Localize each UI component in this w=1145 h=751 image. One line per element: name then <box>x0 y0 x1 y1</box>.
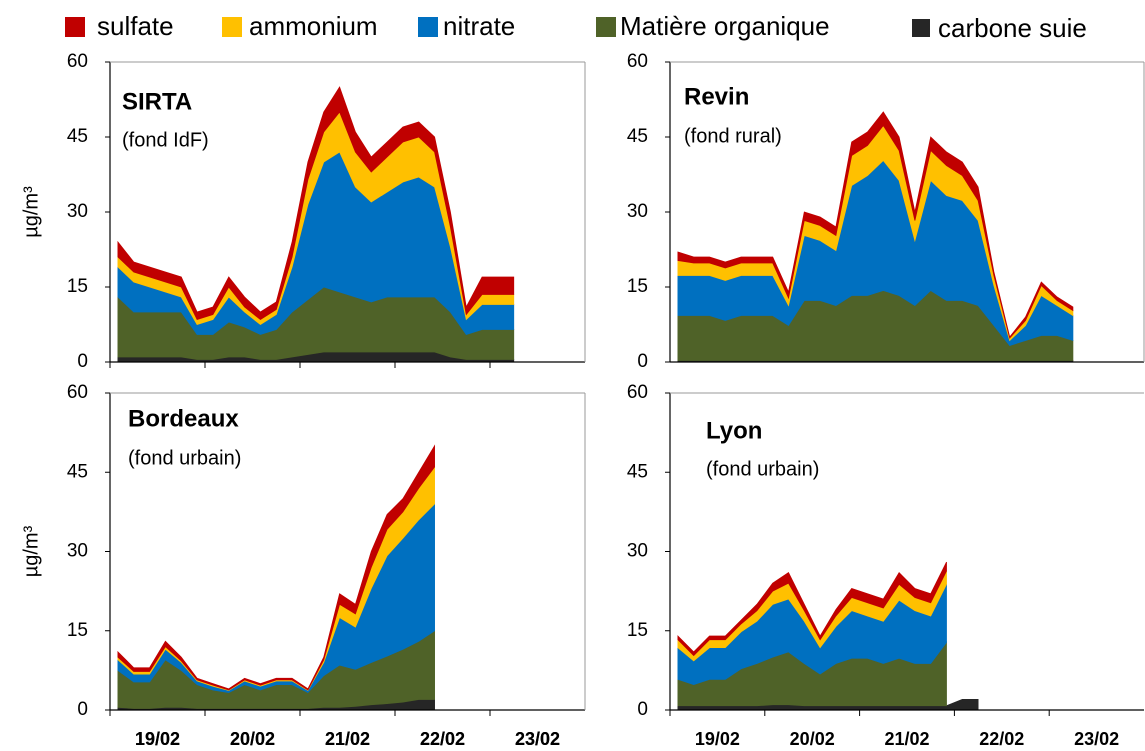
panel-title: Revin <box>684 83 749 110</box>
y-tick-label: 60 <box>627 51 648 72</box>
legend: sulfate ammonium nitrate Matière organiq… <box>65 11 1087 43</box>
y-tick-label: 45 <box>627 461 648 482</box>
x-tick-label: 20/02 <box>790 729 835 749</box>
y-tick-label: 30 <box>627 201 648 222</box>
legend-label: carbone suie <box>938 13 1087 43</box>
panel-subtitle: (fond IdF) <box>122 129 209 151</box>
y-tick-label: 30 <box>67 541 88 562</box>
x-tick-label: 20/02 <box>230 729 275 749</box>
y-tick-label: 0 <box>77 351 88 372</box>
panel-title: Bordeaux <box>128 405 239 432</box>
x-tick-label: 22/02 <box>420 729 465 749</box>
y-tick-label: 45 <box>67 461 88 482</box>
x-tick-label: 21/02 <box>325 729 370 749</box>
panel-subtitle: (fond urbain) <box>706 458 819 480</box>
legend-swatch <box>65 17 85 37</box>
legend-swatch <box>222 17 242 37</box>
x-tick-label: 21/02 <box>884 729 929 749</box>
y-tick-label: 60 <box>627 382 648 403</box>
area <box>677 561 947 657</box>
y-tick-label: 45 <box>67 126 88 147</box>
area <box>117 444 435 691</box>
panel-subtitle: (fond urbain) <box>128 447 241 469</box>
y-tick-label: 0 <box>637 699 648 720</box>
x-tick-label: 20/02 <box>230 729 275 749</box>
y-tick-label: 0 <box>77 699 88 720</box>
legend-swatch <box>596 17 616 37</box>
panel-subtitle: (fond rural) <box>684 125 782 147</box>
legend-label: Matière organique <box>620 11 830 41</box>
y-tick-label: 0 <box>637 351 648 372</box>
x-tick-label: 19/02 <box>135 729 180 749</box>
y-tick-label: 30 <box>67 201 88 222</box>
legend-swatch <box>912 19 930 37</box>
legend-label: ammonium <box>249 11 378 41</box>
y-tick-label: 60 <box>67 382 88 403</box>
x-tick-label: 22/02 <box>979 729 1024 749</box>
x-tick-label: 22/02 <box>420 729 465 749</box>
x-tick-label: 23/02 <box>1074 729 1119 749</box>
x-tick-label: 21/02 <box>325 729 370 749</box>
y-tick-label: 15 <box>67 620 88 641</box>
y-tick-label: 15 <box>67 276 88 297</box>
y-tick-label: 15 <box>627 276 648 297</box>
legend-label: sulfate <box>97 11 174 41</box>
y-tick-label: 60 <box>67 51 88 72</box>
x-tick-label: 23/02 <box>515 729 560 749</box>
panel-title: Lyon <box>706 417 762 444</box>
y-tick-label: 30 <box>627 541 648 562</box>
area <box>117 86 515 320</box>
y-tick-label: 45 <box>627 126 648 147</box>
area <box>677 111 1074 339</box>
y-axis-label: µg/m³ <box>20 525 42 577</box>
y-tick-label: 15 <box>627 620 648 641</box>
y-axis-label: µg/m³ <box>20 186 42 238</box>
panel-title: SIRTA <box>122 88 192 115</box>
legend-label: nitrate <box>443 11 515 41</box>
legend-swatch <box>418 17 438 37</box>
x-tick-label: 23/02 <box>515 729 560 749</box>
x-tick-label: 19/02 <box>135 729 180 749</box>
x-tick-label: 19/02 <box>695 729 740 749</box>
